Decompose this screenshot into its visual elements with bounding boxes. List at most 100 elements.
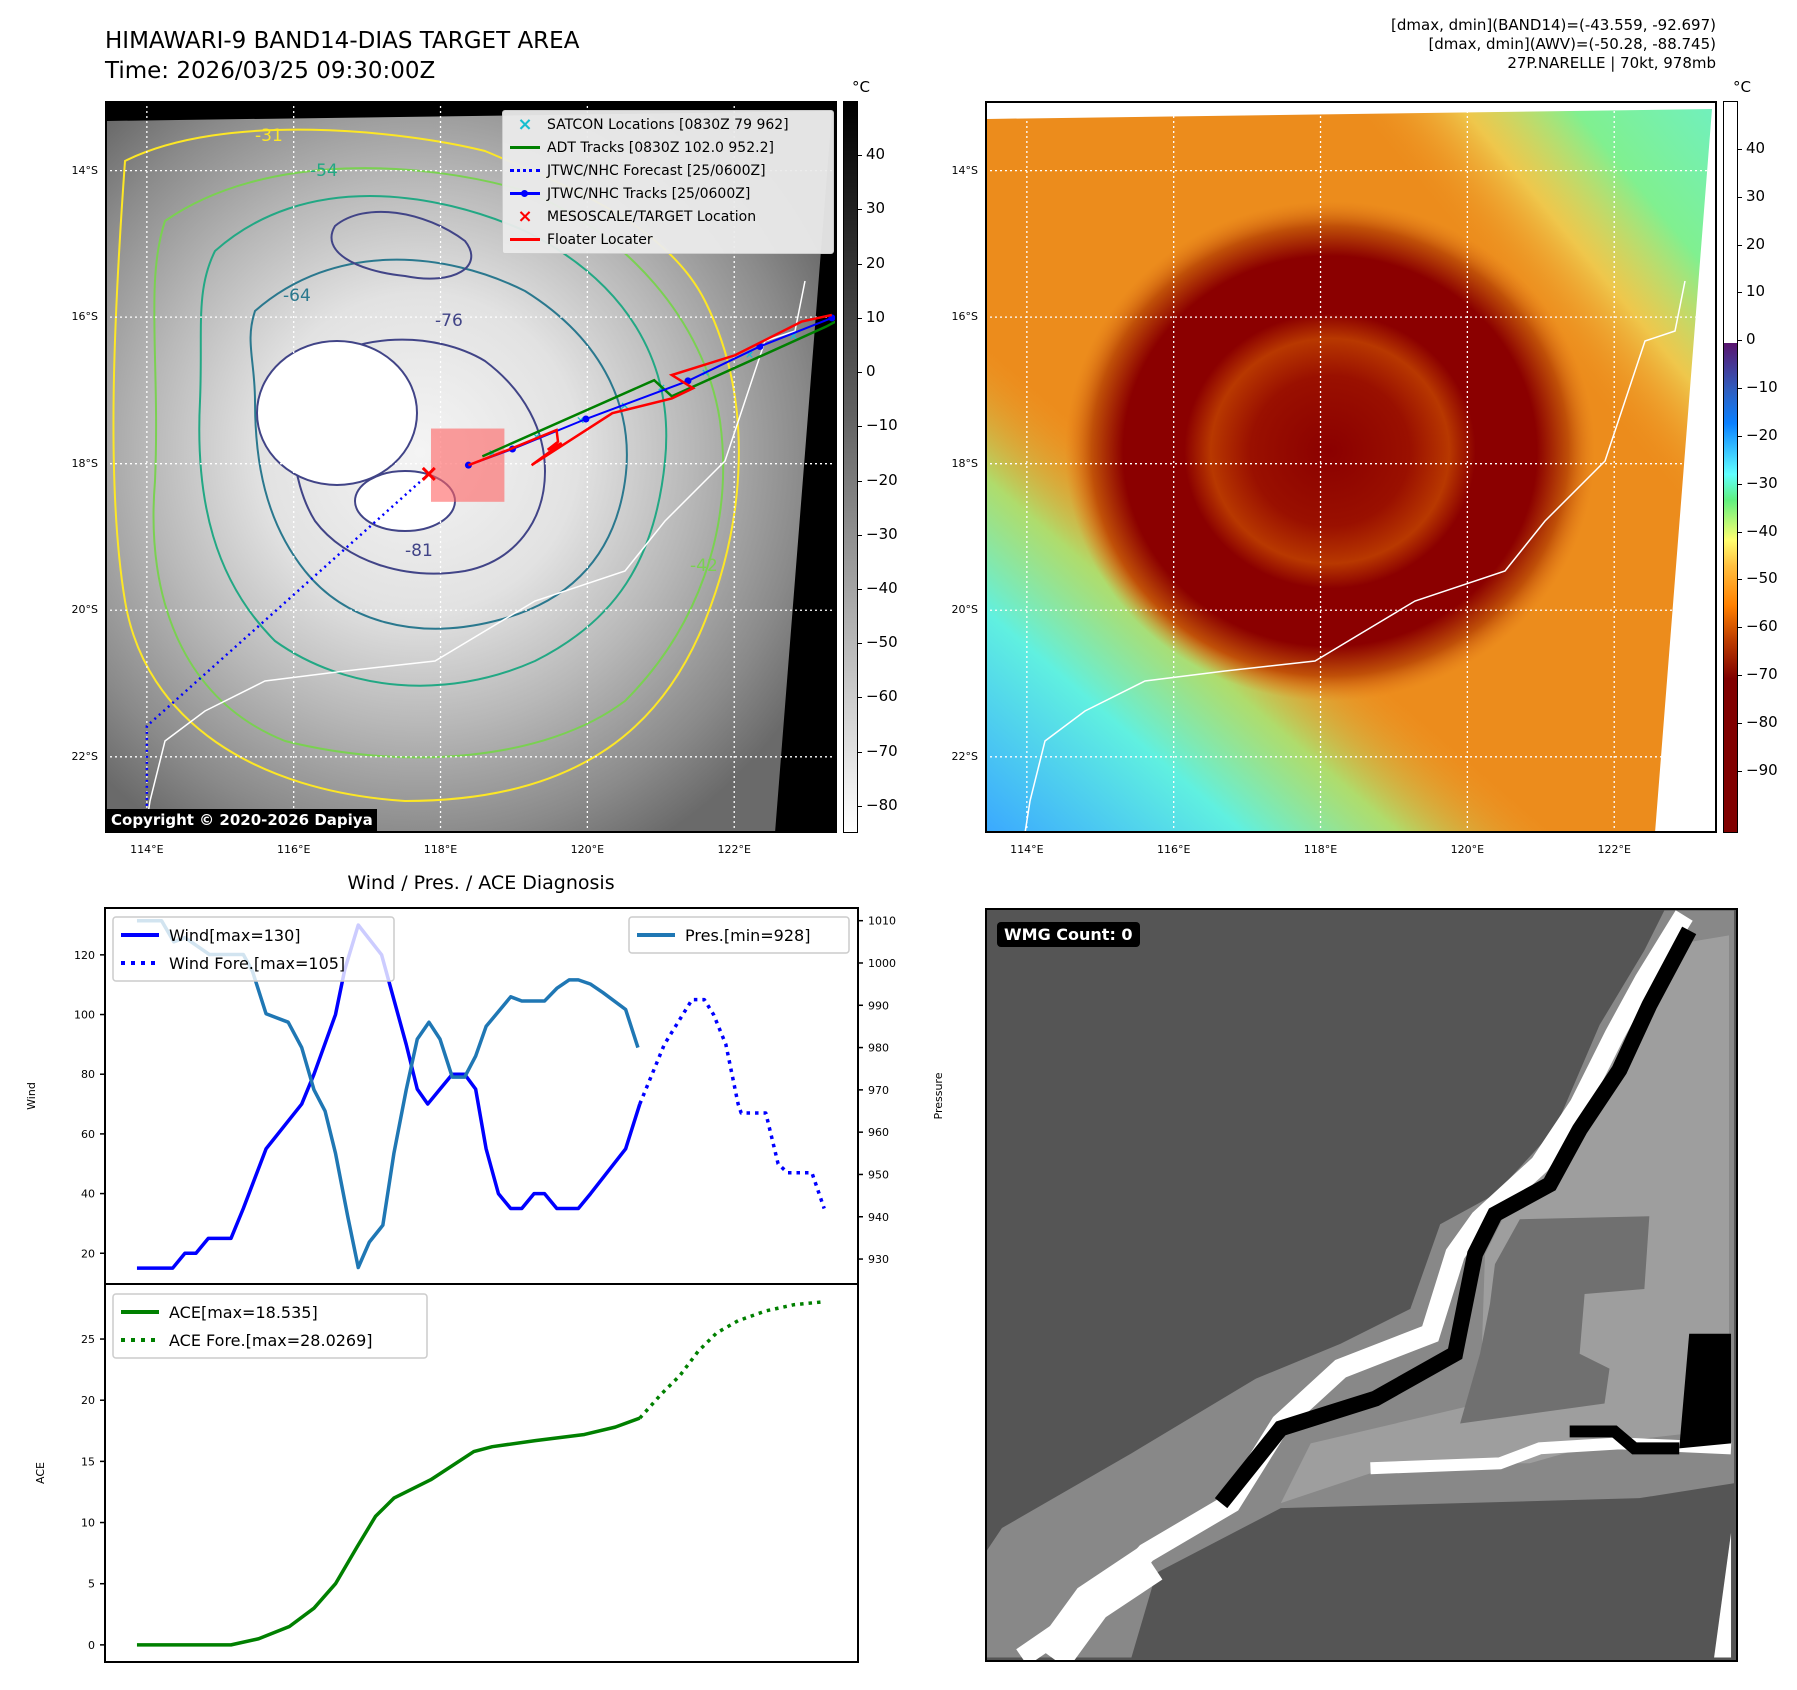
wind-forecast-line bbox=[638, 997, 826, 1210]
y-tick-label: 120 bbox=[74, 949, 95, 962]
colorbar-tick bbox=[1738, 483, 1742, 485]
contour-label: -42 bbox=[690, 556, 718, 576]
colorbar-tick-label: 20 bbox=[1746, 234, 1766, 253]
coastline bbox=[1024, 280, 1686, 831]
right-colorbar bbox=[1723, 101, 1738, 833]
y-tick-label: 100 bbox=[74, 1009, 95, 1022]
wind-pres-ace-chart: Wind / Pres. / ACE Diagnosis 20406080100… bbox=[25, 872, 945, 1663]
y2-tick-label: 1010 bbox=[868, 915, 896, 928]
line-swatch-icon bbox=[503, 169, 547, 172]
y-tick-label: 5 bbox=[88, 1578, 95, 1591]
y-tick-label: 0 bbox=[88, 1639, 95, 1652]
colorbar-tick bbox=[858, 589, 862, 590]
legend-label: Pres.[min=928] bbox=[685, 926, 810, 945]
legend-item: Floater Locater bbox=[503, 228, 833, 251]
colorbar-tick-label: −60 bbox=[1746, 617, 1778, 636]
legend-label: MESOSCALE/TARGET Location bbox=[547, 208, 757, 225]
legend-label: SATCON Locations [0830Z 79 962] bbox=[547, 116, 789, 133]
colorbar-tick-label: −10 bbox=[866, 416, 898, 435]
contour-label: -64 bbox=[283, 286, 311, 306]
lat-tick-label: 20°S bbox=[71, 603, 98, 617]
wind-line bbox=[136, 923, 642, 1270]
wind-axis-label: Wind bbox=[25, 1082, 38, 1110]
legend-label: ACE[max=18.535] bbox=[169, 1303, 318, 1322]
lon-tick-label: 122°E bbox=[1597, 843, 1631, 856]
awv-map bbox=[985, 101, 1717, 833]
y2-tick-label: 980 bbox=[868, 1042, 889, 1055]
floater-locater-track bbox=[467, 313, 833, 467]
contour-labels: -31 -42 -54 -64 -76 -81 bbox=[255, 126, 718, 576]
colorbar-tick bbox=[1738, 148, 1742, 150]
colorbar-tick-label: 20 bbox=[866, 253, 886, 272]
lat-tick-label: 20°S bbox=[951, 603, 978, 617]
colorbar-tick-label: −40 bbox=[866, 579, 898, 597]
colorbar-tick-label: −20 bbox=[866, 470, 898, 489]
colorbar-tick bbox=[1738, 244, 1742, 246]
ace-forecast-line bbox=[638, 1300, 822, 1420]
left-colorbar bbox=[843, 101, 858, 833]
lon-tick-label: 116°E bbox=[276, 843, 311, 856]
y2-tick-label: 930 bbox=[868, 1253, 889, 1266]
colorbar-tick bbox=[1738, 388, 1742, 390]
colorbar-tick bbox=[858, 209, 862, 211]
contour-label: -76 bbox=[435, 311, 463, 331]
colorbar-tick-label: 40 bbox=[1746, 138, 1766, 157]
storm-tracks: ×××××××× bbox=[145, 313, 835, 831]
y-tick-label: 10 bbox=[81, 1517, 95, 1530]
colorbar-tick bbox=[858, 805, 862, 807]
lat-tick-label: 22°S bbox=[71, 749, 98, 763]
stats-header: [dmax, dmin](BAND14)=(-43.559, -92.697) … bbox=[1391, 16, 1716, 73]
title-line-1: HIMAWARI-9 BAND14-DIAS TARGET AREA bbox=[105, 28, 580, 54]
y-tick-label: 20 bbox=[81, 1394, 95, 1407]
wmg-count-label: WMG Count: 0 bbox=[997, 922, 1140, 947]
wmg-canvas bbox=[987, 910, 1736, 1660]
line-swatch-icon bbox=[503, 238, 547, 241]
colorbar-tick bbox=[1738, 292, 1742, 294]
colorbar-tick bbox=[858, 426, 862, 428]
colorbar-tick bbox=[858, 643, 862, 645]
colorbar-tick-label: −10 bbox=[1746, 378, 1778, 397]
lat-tick-label: 16°S bbox=[71, 310, 98, 324]
colorbar-tick bbox=[1738, 579, 1742, 581]
wmg-panel: WMG Count: 0 bbox=[985, 908, 1738, 1662]
colorbar-tick bbox=[858, 480, 862, 482]
contour-label: -54 bbox=[310, 161, 338, 181]
colorbar-tick bbox=[1738, 435, 1742, 437]
band14-stats: [dmax, dmin](BAND14)=(-43.559, -92.697) bbox=[1391, 16, 1716, 34]
colorbar-tick bbox=[1738, 196, 1742, 198]
satcon-marker: × bbox=[789, 329, 798, 342]
satcon-marker: × bbox=[745, 348, 754, 361]
colorbar-tick bbox=[1738, 675, 1742, 677]
x-marker-icon: × bbox=[517, 114, 533, 135]
cold-cloud-top-core bbox=[256, 340, 418, 486]
legend-label: Wind[max=130] bbox=[169, 926, 301, 945]
pressure-legend bbox=[628, 916, 850, 954]
adt-track bbox=[481, 320, 835, 458]
contour-minus-31 bbox=[112, 128, 740, 803]
colorbar-tick-label: −70 bbox=[866, 741, 898, 760]
wmg-mid-region bbox=[1460, 1216, 1650, 1424]
colorbar-tick-label: −90 bbox=[1746, 760, 1778, 779]
lat-tick-label: 18°S bbox=[71, 456, 98, 470]
colorbar-tick bbox=[858, 263, 862, 265]
contour-minus-76 bbox=[291, 338, 547, 575]
colorbar-tick-label: −80 bbox=[1746, 712, 1778, 731]
legend-item: JTWC/NHC Tracks [25/0600Z] bbox=[503, 182, 833, 205]
lon-tick-label: 116°E bbox=[1156, 843, 1191, 856]
colorbar-tick-label: 10 bbox=[866, 307, 886, 326]
colorbar-tick-label: −20 bbox=[1746, 425, 1778, 444]
lon-tick-label: 120°E bbox=[570, 843, 605, 856]
x-marker-icon: × bbox=[517, 206, 533, 227]
left-colorbar-unit: °C bbox=[852, 78, 870, 96]
pressure-axis-label: Pressure bbox=[932, 1072, 945, 1119]
colorbar-tick-label: −60 bbox=[866, 687, 898, 706]
y-tick-label: 80 bbox=[81, 1068, 95, 1081]
legend-item: × MESOSCALE/TARGET Location bbox=[503, 205, 833, 228]
colorbar-tick bbox=[858, 372, 862, 374]
satcon-marker: × bbox=[532, 430, 541, 443]
legend-item: JTWC/NHC Forecast [25/0600Z] bbox=[503, 159, 833, 182]
colorbar-tick-label: 30 bbox=[1746, 186, 1766, 205]
colorbar-tick bbox=[858, 155, 862, 157]
colorbar-tick-label: −80 bbox=[866, 795, 898, 814]
jtwc-track-point bbox=[582, 415, 590, 423]
